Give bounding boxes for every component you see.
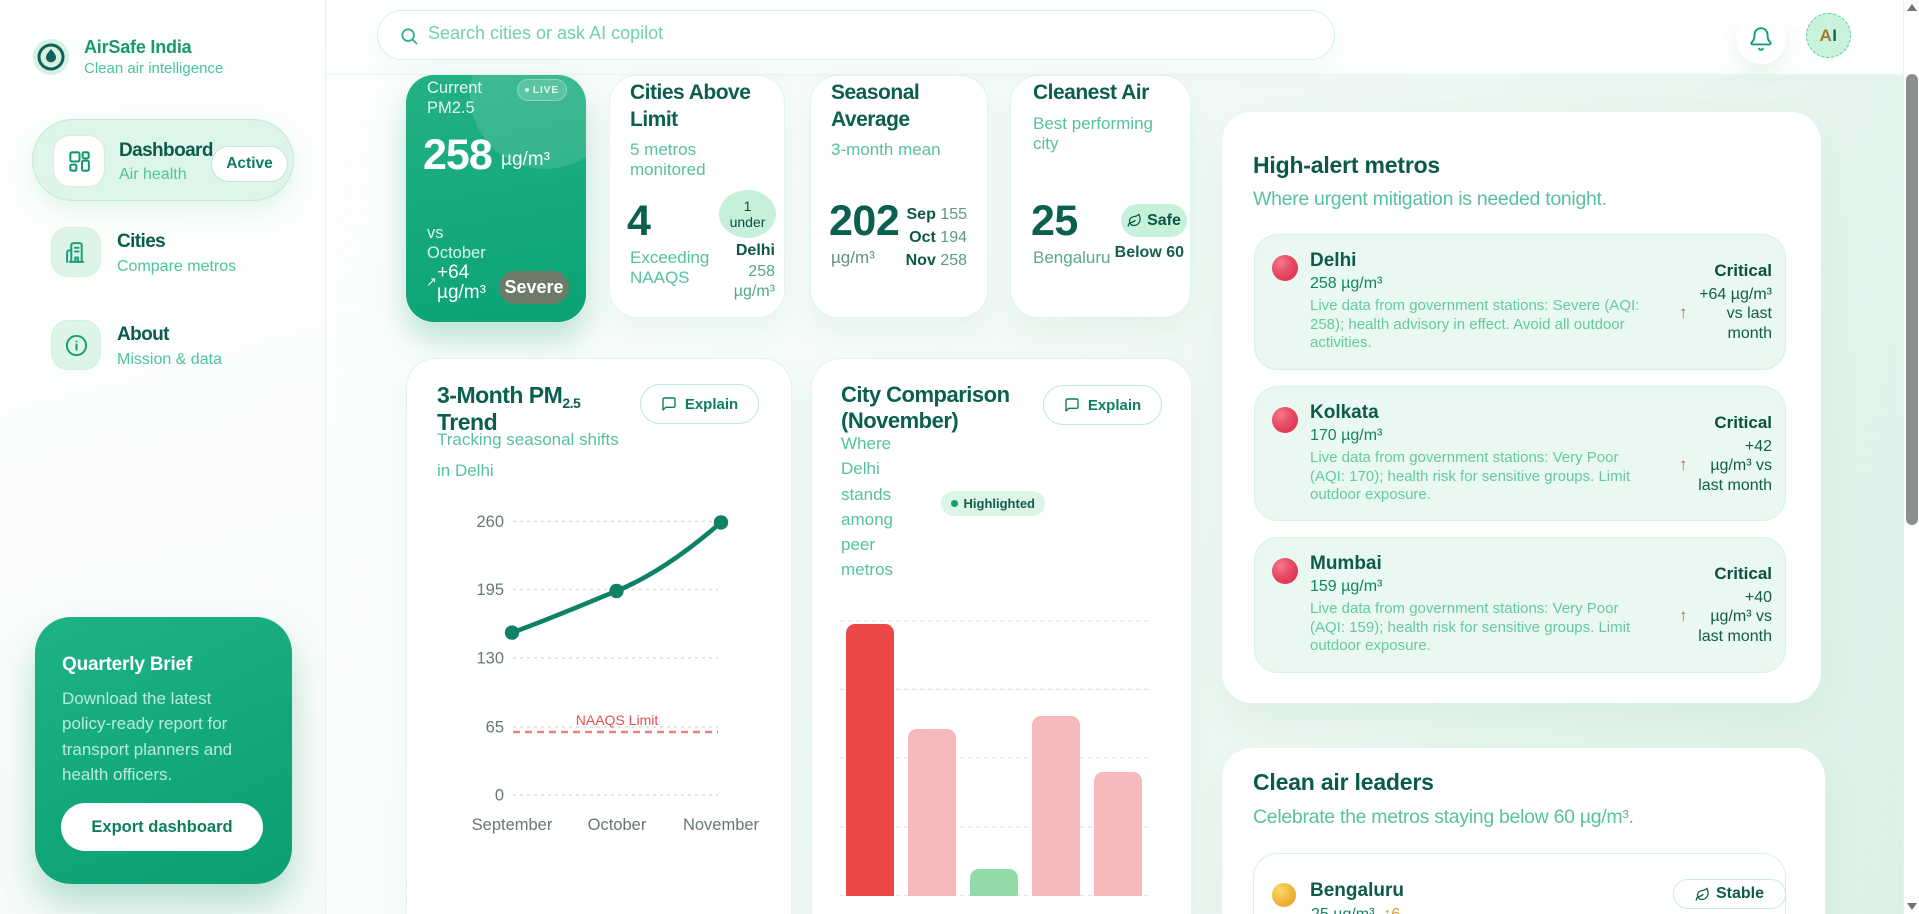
- svg-text:130: 130: [476, 650, 504, 668]
- svg-text:September: September: [472, 816, 553, 834]
- svg-text:260: 260: [476, 513, 504, 531]
- svg-text:NAAQS Limit: NAAQS Limit: [576, 712, 659, 728]
- svg-text:0: 0: [495, 787, 504, 805]
- svg-text:October: October: [588, 816, 647, 834]
- svg-text:November: November: [683, 816, 760, 834]
- svg-text:65: 65: [486, 719, 504, 737]
- svg-text:195: 195: [476, 581, 504, 599]
